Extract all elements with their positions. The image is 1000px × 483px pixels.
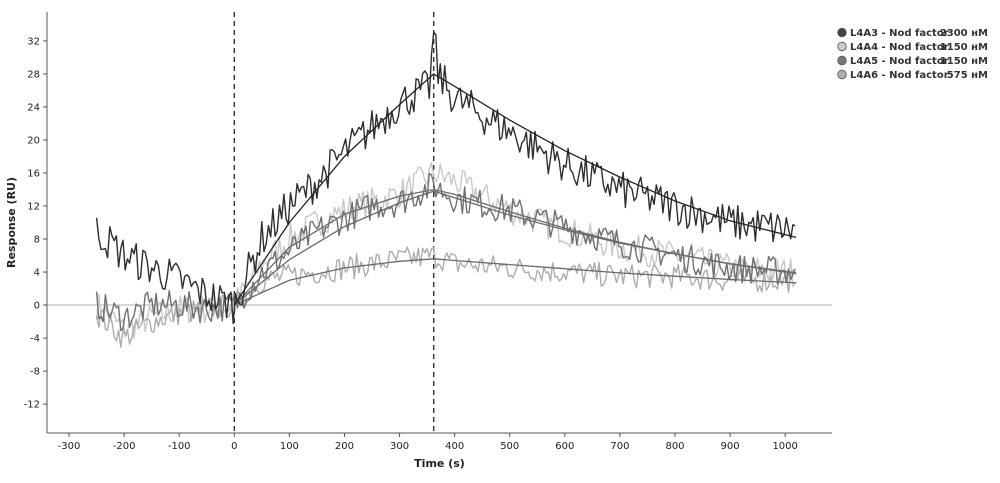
x-tick-label: 100 [280,441,299,452]
legend-concentration: 575 нМ [947,70,988,81]
legend-concentration: 1150 нМ [940,56,988,67]
series-l4a3 [95,31,797,325]
fitted-curve-line [234,258,797,306]
y-tick-label: 20 [27,135,40,146]
axes: -12 -8 -4 0 4 8 12 16 20 24 28 32 -300 -200 -100 0 100 2… [5,12,832,470]
x-tick-label: 600 [555,441,574,452]
y-tick-label: 28 [27,69,40,80]
y-tick-label: 4 [34,268,40,279]
y-tick-label: 24 [27,102,40,113]
raw-response-line [95,246,796,348]
y-tick-label: 16 [27,168,40,179]
legend-concentration: 2300 нМ [940,28,988,39]
x-tick-label: 800 [665,441,684,452]
legend-series-name: L4A6 - Nod factor [850,70,949,81]
x-tick-label: 1000 [772,441,797,452]
y-tick-label: 12 [27,201,40,212]
plot-area [47,12,832,433]
legend-marker-icon [837,55,847,66]
x-tick-label: 300 [390,441,409,452]
raw-response-line [95,172,796,332]
y-axis-title: Response (RU) [5,177,18,268]
legend-marker-icon [837,27,847,38]
x-ticks: -300 -200 -100 0 100 200 300 400 500 600 700 800 900… [58,433,798,452]
legend-marker-icon [837,69,847,80]
series-l4a6 [95,246,797,348]
x-tick-label: 0 [231,441,237,452]
legend-series-name: L4A3 - Nod factor [850,28,949,39]
x-tick-label: 700 [610,441,629,452]
x-tick-label: -300 [58,441,81,452]
y-ticks: -12 -8 -4 0 4 8 12 16 20 24 28 32 [24,36,47,411]
legend-concentration: 1150 нМ [940,42,988,53]
y-tick-label: -12 [24,400,40,411]
fitted-curve-line [233,73,797,306]
x-axis-title: Time (s) [414,457,465,470]
legend-series-name: L4A5 - Nod factor [850,56,949,67]
series-layer [95,31,797,348]
y-tick-label: -4 [30,334,40,345]
x-tick-label: 400 [445,441,464,452]
x-tick-label: 200 [335,441,354,452]
y-tick-label: 32 [27,36,40,47]
raw-response-line [95,31,796,325]
x-tick-label: -200 [113,441,136,452]
x-tick-label: -100 [168,441,191,452]
y-tick-label: 8 [34,235,40,246]
legend-marker-icon [837,41,847,52]
fitted-curve-line [233,190,797,306]
y-tick-label: -8 [30,367,40,378]
reference-lines [233,12,435,433]
raw-response-line [95,162,796,340]
y-tick-label: 0 [34,301,40,312]
x-tick-label: 900 [721,441,740,452]
series-l4a5 [95,172,797,332]
legend-series-name: L4A4 - Nod factor [850,42,949,53]
x-tick-label: 500 [500,441,519,452]
